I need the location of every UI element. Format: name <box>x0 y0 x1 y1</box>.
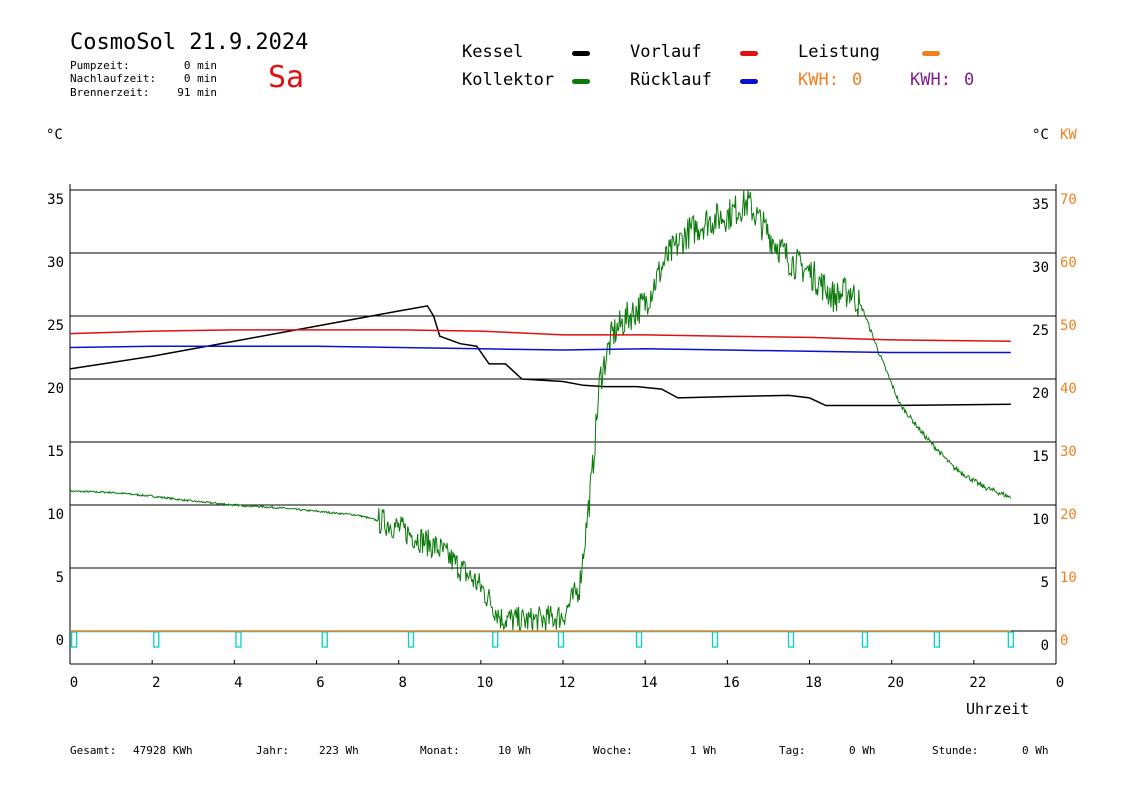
footer-stunde-value: 0 Wh <box>1022 744 1049 757</box>
left-unit-label: °C <box>46 127 63 143</box>
pulse-marks <box>70 630 1014 648</box>
y-tick-right-kw-0: 0 <box>1060 633 1068 649</box>
footer-jahr-value: 223 Wh <box>319 744 359 757</box>
pulse-mark-6 <box>557 631 565 648</box>
x-tick-10: 20 <box>887 675 904 691</box>
footer-tag-label: Tag: <box>779 744 806 757</box>
y-tick-left-2: 10 <box>47 507 64 523</box>
nachlaufzeit-label: Nachlaufzeit: <box>70 72 157 85</box>
kwh-purple-label: KWH: <box>910 70 951 90</box>
x-tick-8: 16 <box>723 675 740 691</box>
y-tick-left-7: 35 <box>47 192 64 208</box>
legend-vorlauf-swatch <box>740 51 758 56</box>
legend-kessel-swatch <box>572 51 590 56</box>
y-tick-left-5: 25 <box>47 318 64 334</box>
brennerzeit-label: Brennerzeit: <box>70 86 150 99</box>
y-tick-right-c-7: 35 <box>1032 197 1049 213</box>
x-axis-label: Uhrzeit <box>966 700 1029 718</box>
pulse-mark-10 <box>861 631 869 648</box>
kwh-orange-label: KWH: <box>798 70 839 90</box>
kwh-purple-value: 0 <box>964 70 975 90</box>
y-tick-right-c-6: 30 <box>1032 260 1049 276</box>
y-tick-left-3: 15 <box>47 444 64 460</box>
y-tick-right-kw-5: 50 <box>1060 318 1077 334</box>
x-tick-0: 0 <box>70 675 78 691</box>
x-tick-12: 0 <box>1056 675 1064 691</box>
legend-kessel-label: Kessel <box>462 42 524 62</box>
legend-leistung-label: Leistung <box>798 42 880 62</box>
series-3-line <box>69 345 1011 354</box>
series-lines <box>69 189 1012 632</box>
pumpzeit-value: 0 min <box>183 59 217 72</box>
x-tick-5: 10 <box>476 675 493 691</box>
y-tick-left-0: 0 <box>56 633 64 649</box>
legend-kollektor-swatch <box>572 79 590 84</box>
footer-monat-label: Monat: <box>420 744 460 757</box>
x-tick-7: 14 <box>641 675 658 691</box>
pulse-mark-7 <box>635 631 643 648</box>
legend-leistung-swatch <box>922 51 940 56</box>
series-1-line <box>69 189 1012 632</box>
y-tick-right-c-4: 20 <box>1032 386 1049 402</box>
page-title: CosmoSol 21.9.2024 <box>70 30 309 55</box>
pulse-mark-12 <box>1007 631 1014 648</box>
series-0-line <box>69 305 1011 407</box>
right-unit-kw: KW <box>1060 127 1077 143</box>
brennerzeit-value: 91 min <box>177 86 217 99</box>
pulse-mark-2 <box>235 631 242 648</box>
kwh-orange-value: 0 <box>852 70 863 90</box>
grid-lines <box>70 189 1056 632</box>
y-tick-right-kw-7: 70 <box>1060 192 1077 208</box>
y-tick-right-kw-6: 60 <box>1060 255 1077 271</box>
pulse-mark-4 <box>407 631 415 648</box>
footer-gesamt-label: Gesamt: <box>70 744 117 757</box>
footer-tag-value: 0 Wh <box>849 744 876 757</box>
y-tick-left-1: 5 <box>56 570 64 586</box>
nachlaufzeit-value: 0 min <box>183 72 217 85</box>
x-tick-11: 22 <box>969 675 986 691</box>
footer-woche-value: 1 Wh <box>690 744 717 757</box>
series-2-line <box>69 329 1011 342</box>
footer-woche-label: Woche: <box>593 744 633 757</box>
x-tick-6: 12 <box>559 675 576 691</box>
x-tick-3: 6 <box>316 675 324 691</box>
pulse-mark-8 <box>711 631 719 648</box>
x-tick-2: 4 <box>234 675 242 691</box>
legend-vorlauf-label: Vorlauf <box>630 42 702 62</box>
pulse-mark-11 <box>933 631 941 648</box>
footer-jahr-label: Jahr: <box>256 744 290 757</box>
y-tick-left-4: 20 <box>47 381 64 397</box>
footer-monat-value: 10 Wh <box>498 744 532 757</box>
pulse-mark-1 <box>153 631 160 648</box>
x-tick-4: 8 <box>398 675 406 691</box>
y-tick-right-c-5: 25 <box>1032 323 1049 339</box>
pulse-mark-3 <box>321 631 328 648</box>
y-tick-right-kw-1: 10 <box>1060 570 1077 586</box>
y-tick-right-c-1: 5 <box>1041 575 1049 591</box>
y-tick-right-kw-4: 40 <box>1060 381 1077 397</box>
x-tick-9: 18 <box>805 675 822 691</box>
y-tick-right-kw-3: 30 <box>1060 444 1077 460</box>
right-unit-celsius: °C <box>1032 127 1049 143</box>
weekday-label: Sa <box>268 60 305 95</box>
pulse-mark-0 <box>70 631 78 648</box>
legend-ruecklauf-label: Rücklauf <box>630 70 712 90</box>
pulse-mark-9 <box>787 631 795 648</box>
pulse-mark-5 <box>492 631 499 648</box>
y-tick-left-6: 30 <box>47 255 64 271</box>
footer-stunde-label: Stunde: <box>932 744 979 757</box>
y-tick-right-c-2: 10 <box>1032 512 1049 528</box>
chart-axes <box>69 184 1057 665</box>
x-tick-1: 2 <box>152 675 160 691</box>
y-tick-right-c-0: 0 <box>1041 638 1049 654</box>
pumpzeit-label: Pumpzeit: <box>70 59 130 72</box>
y-tick-right-kw-2: 20 <box>1060 507 1077 523</box>
legend-kollektor-label: Kollektor <box>462 70 555 90</box>
footer-gesamt-value: 47928 KWh <box>133 744 193 757</box>
y-tick-right-c-3: 15 <box>1032 449 1049 465</box>
legend-ruecklauf-swatch <box>740 79 758 84</box>
